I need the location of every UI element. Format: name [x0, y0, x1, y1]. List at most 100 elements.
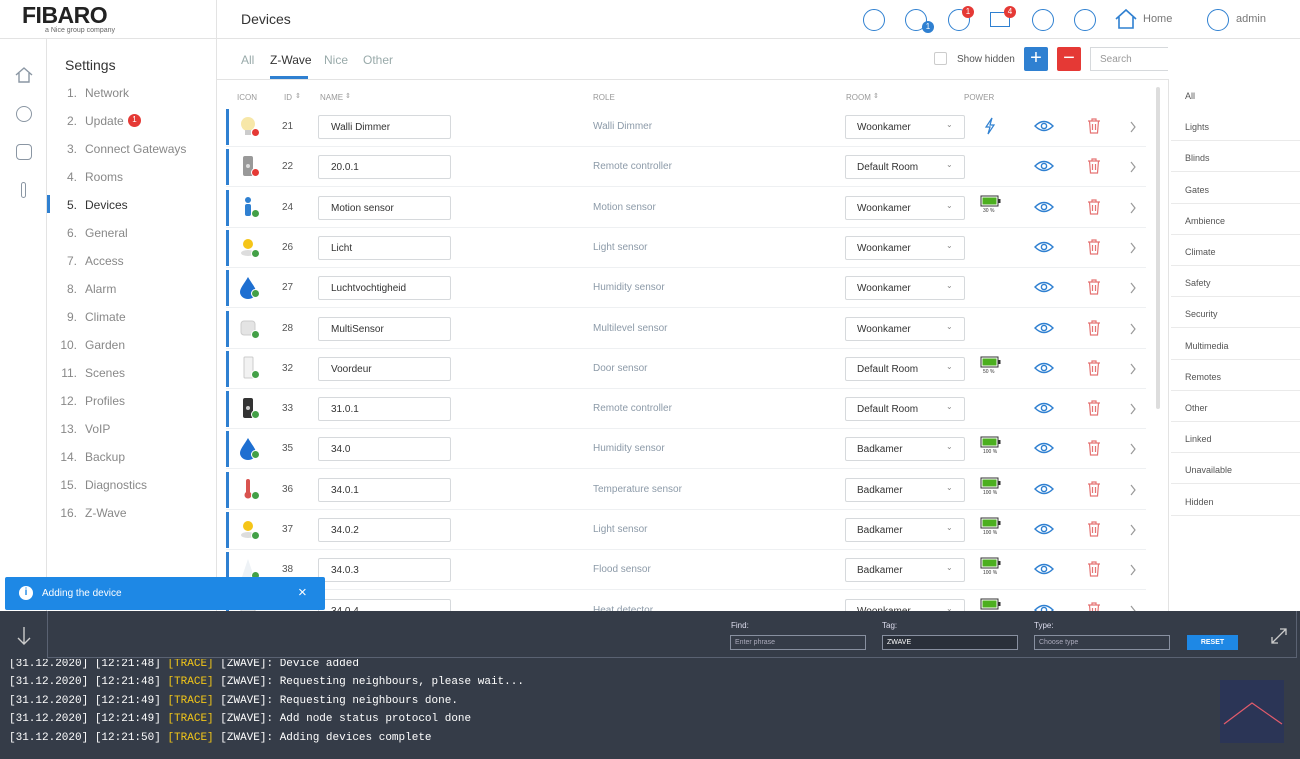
type-select[interactable]: Choose type [1034, 635, 1170, 650]
download-icon[interactable] [948, 9, 970, 31]
view-icon[interactable] [1034, 562, 1054, 576]
name-input[interactable]: 34.0.2 [318, 518, 451, 542]
room-select[interactable]: Badkamer [845, 437, 965, 462]
view-icon[interactable] [1034, 401, 1054, 415]
filter-item[interactable]: Linked [1171, 422, 1300, 454]
view-icon[interactable] [1034, 321, 1054, 335]
filter-item[interactable]: Gates [1171, 173, 1300, 204]
name-input[interactable]: Luchtvochtigheid [318, 276, 451, 301]
delete-icon[interactable] [1087, 319, 1101, 336]
filter-item[interactable]: Lights [1171, 110, 1300, 142]
nav-item[interactable]: Backup [85, 450, 126, 464]
nav-item[interactable]: Diagnostics [85, 478, 148, 492]
tab[interactable]: Z-Wave [270, 53, 312, 67]
delete-icon[interactable] [1087, 279, 1101, 295]
view-icon[interactable] [1034, 482, 1054, 496]
collapse-icon[interactable] [16, 626, 32, 646]
filter-item[interactable]: Climate [1171, 235, 1300, 266]
add-button[interactable]: + [1024, 47, 1048, 71]
nav-item[interactable]: Profiles [85, 394, 126, 408]
device-row[interactable]: 33 31.0.1 Remote controller Default Room ⌄ [226, 389, 1146, 430]
delete-icon[interactable] [1087, 601, 1101, 611]
device-row[interactable]: 22 20.0.1 Remote controller Default Room ⌄ [226, 147, 1146, 188]
nav-item[interactable]: Access [85, 254, 124, 268]
tab[interactable]: Other [363, 53, 394, 67]
room-select[interactable]: Badkamer [845, 477, 965, 502]
filter-item[interactable]: Safety [1171, 266, 1300, 298]
nav-item[interactable]: Z-Wave [85, 506, 127, 520]
name-input[interactable]: 31.0.1 [318, 397, 451, 422]
nav-item[interactable]: General [85, 226, 128, 240]
user-icon[interactable] [1207, 9, 1229, 31]
name-input[interactable]: 34.0.1 [318, 477, 451, 502]
delete-icon[interactable] [1087, 118, 1101, 134]
filter-item[interactable]: All [1185, 91, 1196, 101]
climate-nav[interactable] [21, 182, 26, 198]
column-header[interactable]: ROOM [846, 93, 871, 102]
room-select[interactable]: Woonkamer [845, 316, 965, 341]
view-icon[interactable] [1034, 361, 1054, 375]
device-row[interactable]: 24 Motion sensor Motion sensor Woonkamer ⌄ 30… [226, 188, 1146, 228]
room-select[interactable]: Badkamer [845, 518, 965, 542]
device-row[interactable]: 26 Licht Light sensor Woonkamer ⌄ [226, 228, 1146, 268]
delete-icon[interactable] [1087, 561, 1101, 577]
view-icon[interactable] [1034, 200, 1054, 214]
home-icon[interactable] [1114, 8, 1138, 30]
view-icon[interactable] [1034, 441, 1054, 455]
device-row[interactable]: 37 34.0.2 Light sensor Badkamer ⌄ 100 % [226, 510, 1146, 550]
filter-item[interactable]: Other [1171, 391, 1300, 422]
expand-icon[interactable] [1270, 627, 1288, 645]
filter-item[interactable]: Remotes [1171, 360, 1300, 391]
nav-item[interactable]: Garden [85, 338, 126, 352]
device-row[interactable]: 35 34.0 Humidity sensor Badkamer ⌄ 100 % [226, 429, 1146, 470]
nav-item[interactable]: Update [85, 114, 124, 128]
view-icon[interactable] [1034, 522, 1054, 536]
device-row[interactable]: 34.0.4Heat detectorWoonkamer⌄100 % [226, 591, 1146, 611]
alarm-icon[interactable] [863, 9, 885, 31]
logo[interactable]: FIBARO [22, 2, 108, 28]
close-toast[interactable]: × [298, 584, 307, 601]
device-row[interactable]: 21 Walli Dimmer Walli Dimmer Woonkamer ⌄ [226, 107, 1146, 147]
name-input[interactable]: 20.0.1 [318, 155, 451, 180]
delete-icon[interactable] [1087, 239, 1101, 255]
filter-item[interactable]: Hidden [1171, 485, 1300, 516]
delete-icon[interactable] [1087, 481, 1101, 497]
filter-item[interactable]: Ambience [1171, 204, 1300, 235]
device-row[interactable]: 36 34.0.1 Temperature sensor Badkamer ⌄ 100 % [226, 470, 1146, 510]
users-icon[interactable] [905, 9, 927, 31]
device-row[interactable]: 38 34.0.3 Flood sensor Badkamer ⌄ 100 % [226, 550, 1146, 591]
filter-item[interactable]: Blinds [1171, 141, 1300, 173]
view-icon[interactable] [1034, 240, 1054, 254]
search-input[interactable]: Search [1090, 47, 1168, 71]
name-input[interactable]: Voordeur [318, 356, 451, 381]
media-nav[interactable] [16, 144, 32, 160]
room-select[interactable]: Woonkamer [845, 115, 965, 139]
column-header[interactable]: ID [284, 93, 292, 102]
user-name[interactable]: admin [1236, 13, 1266, 25]
delete-icon[interactable] [1087, 158, 1101, 174]
home-nav[interactable] [14, 65, 34, 85]
tag-select[interactable]: ZWAVE [882, 635, 1018, 650]
settings-icon[interactable] [1032, 9, 1054, 31]
name-input[interactable]: 34.0.4 [318, 598, 451, 611]
nav-item[interactable]: Devices [85, 198, 128, 212]
nav-item[interactable]: Alarm [85, 282, 117, 296]
room-select[interactable]: Default Room [845, 155, 965, 180]
delete-icon[interactable] [1087, 400, 1101, 416]
name-input[interactable]: Walli Dimmer [318, 115, 451, 139]
nav-item[interactable]: Climate [85, 310, 126, 324]
clock-icon[interactable] [1074, 9, 1096, 31]
scrollbar[interactable] [1156, 87, 1160, 409]
device-row[interactable]: 28 MultiSensor Multilevel sensor Woonkamer ⌄ [226, 309, 1146, 349]
room-select[interactable]: Default Room [845, 397, 965, 422]
mail-icon[interactable] [990, 12, 1010, 27]
name-input[interactable]: 34.0 [318, 437, 451, 462]
nav-item[interactable]: Rooms [85, 170, 124, 184]
view-icon[interactable] [1034, 280, 1054, 294]
view-icon[interactable] [1034, 159, 1054, 173]
filter-item[interactable]: Unavailable [1171, 453, 1300, 485]
find-input[interactable]: Enter phrase [730, 635, 866, 650]
device-row[interactable]: 32 Voordeur Door sensor Default Room ⌄ 50 % [226, 349, 1146, 389]
delete-icon[interactable] [1087, 360, 1101, 376]
remove-button[interactable]: − [1057, 47, 1081, 71]
